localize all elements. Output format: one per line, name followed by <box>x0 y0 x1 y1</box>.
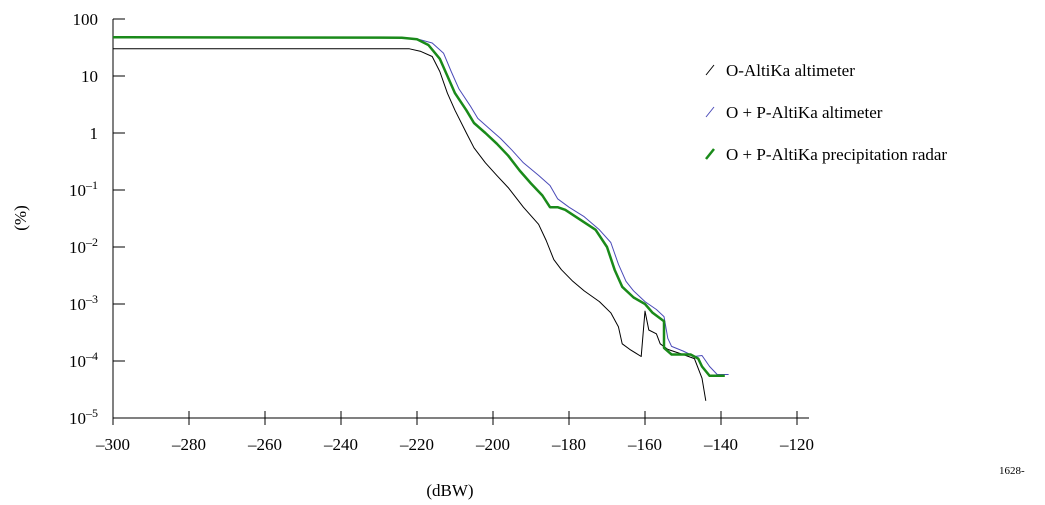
legend: O-AltiKa altimeter O + P-AltiKa altimeter… <box>705 61 947 164</box>
x-tick-label: –160 <box>627 435 662 454</box>
x-tick-label: –280 <box>171 435 206 454</box>
y-tick-label: 10–3 <box>69 292 98 314</box>
x-axis-label: (dBW) <box>426 481 473 500</box>
series-line-3 <box>112 35 725 378</box>
x-ticks: –300 –280 –260 –240 –220 –200 –180 –160 –140 –120 <box>95 411 814 454</box>
x-tick-label: –120 <box>779 435 814 454</box>
legend-swatch-3 <box>705 148 715 160</box>
legend-label-2: O + P-AltiKa altimeter <box>726 103 883 122</box>
x-tick-label: –260 <box>247 435 282 454</box>
y-tick-label: 10–1 <box>69 178 98 200</box>
series-line-1 <box>113 48 707 401</box>
y-tick-label: 10–5 <box>69 406 98 428</box>
axes <box>112 19 809 419</box>
series-layer <box>112 35 729 401</box>
y-ticks: 100 10 1 10–1 10–2 10–3 10–4 10–5 <box>69 10 125 428</box>
legend-swatch-2 <box>705 106 715 118</box>
x-tick-label: –180 <box>551 435 586 454</box>
y-tick-label: 100 <box>73 10 99 29</box>
x-tick-label: –240 <box>323 435 358 454</box>
series-line-2 <box>112 36 729 375</box>
x-tick-label: –300 <box>95 435 130 454</box>
y-tick-label: 10 <box>81 67 98 86</box>
x-tick-label: –140 <box>703 435 738 454</box>
figure-code: 1628- <box>999 465 1025 477</box>
y-tick-label: 1 <box>90 124 99 143</box>
x-tick-label: –220 <box>399 435 434 454</box>
legend-label-3: O + P-AltiKa precipitation radar <box>726 145 947 164</box>
y-axis-label: (%) <box>11 205 30 230</box>
y-tick-label: 10–2 <box>69 235 98 257</box>
legend-label-1: O-AltiKa altimeter <box>726 61 855 80</box>
legend-swatch-1 <box>705 64 715 76</box>
x-tick-label: –200 <box>475 435 510 454</box>
y-tick-label: 10–4 <box>69 349 98 371</box>
